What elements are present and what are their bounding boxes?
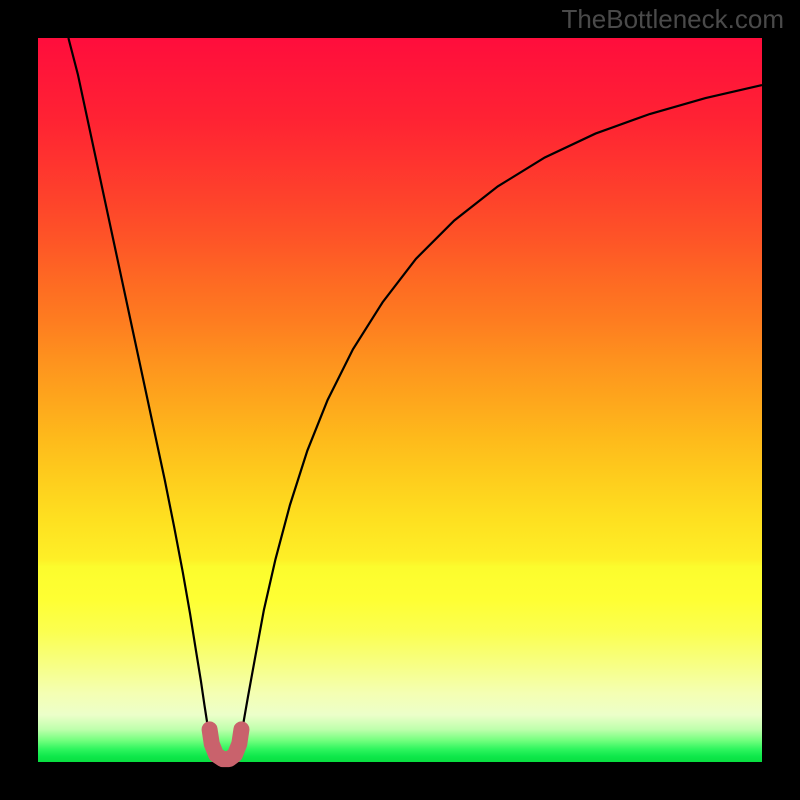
chart-stage: TheBottleneck.com [0, 0, 800, 800]
watermark-label: TheBottleneck.com [561, 4, 784, 35]
bottleneck-chart-svg [0, 0, 800, 800]
